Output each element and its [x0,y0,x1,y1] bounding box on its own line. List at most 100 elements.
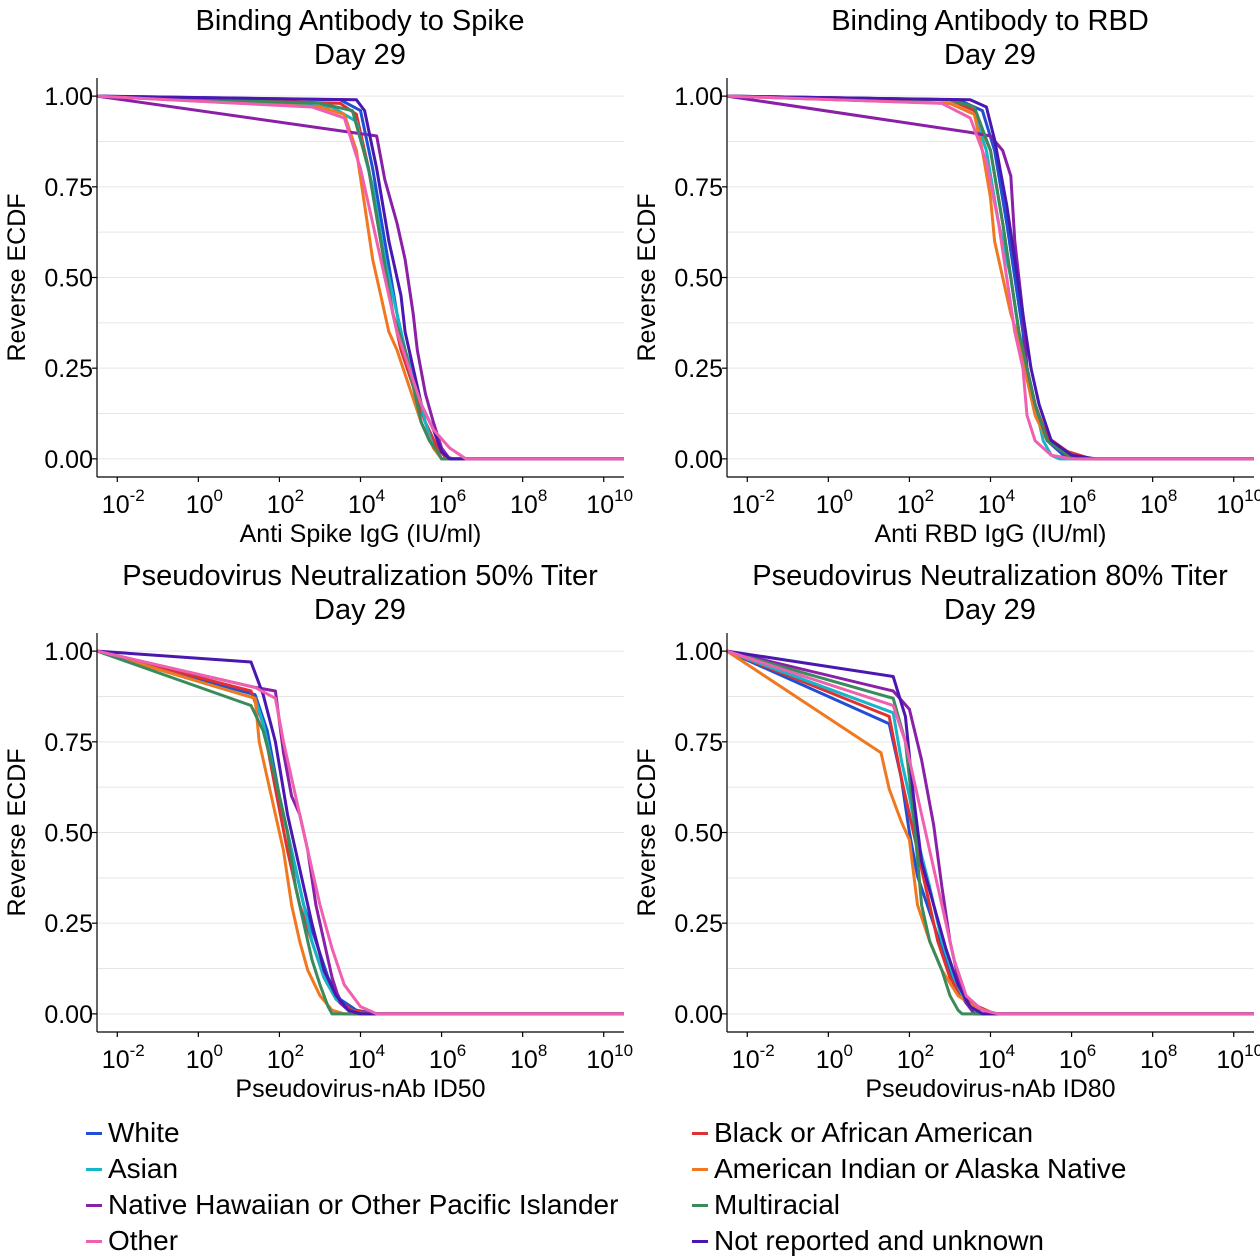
x-tick-label: 102 [897,1041,934,1074]
panel: Pseudovirus Neutralization 80% TiterDay … [633,560,1260,1103]
series-line [726,649,1254,1016]
x-tick-label: 108 [1140,1041,1177,1074]
x-tick-exponent: 10 [614,1041,633,1060]
y-axis-label: Reverse ECDF [633,193,661,361]
x-tick-base: 10 [586,491,614,519]
series-line [726,649,1254,1016]
x-tick-base: 10 [1059,491,1087,519]
x-tick-base: 10 [1216,1046,1244,1074]
legend-item: American Indian or Alaska Native [692,1151,1126,1187]
x-tick-base: 10 [732,1046,760,1074]
x-tick-label: 106 [429,486,466,519]
y-axis-label: Reverse ECDF [3,193,31,361]
x-tick-exponent: 4 [376,1041,385,1060]
legend-label: Other [108,1225,179,1256]
x-tick-exponent: 2 [295,1041,304,1060]
x-tick-label: 108 [1140,486,1177,519]
panel-subtitle: Day 29 [944,594,1036,626]
x-tick-exponent: 8 [1168,1041,1177,1060]
x-axis-label: Anti RBD IgG (IU/ml) [875,520,1107,548]
x-tick-exponent: 0 [844,1041,853,1060]
y-tick-label: 0.50 [674,820,723,848]
x-tick-label: 10-2 [102,1041,145,1074]
x-tick-base: 10 [897,491,925,519]
x-tick-base: 10 [978,491,1006,519]
series-line [96,649,624,1016]
y-axis-label: Reverse ECDF [3,748,31,916]
x-tick-base: 10 [1140,1046,1168,1074]
panel: Pseudovirus Neutralization 50% TiterDay … [3,560,633,1103]
x-tick-label: 108 [510,1041,547,1074]
y-tick-label: 0.00 [674,446,723,474]
legend: White Black or African American Asian Am… [0,1112,1260,1260]
x-tick-label: 104 [978,486,1015,519]
series-line [96,94,624,461]
x-tick-label: 102 [267,1041,304,1074]
legend-key-white [86,1131,102,1135]
x-tick-exponent: 0 [214,1041,223,1060]
legend-item: Multiracial [692,1187,840,1223]
legend-item: Native Hawaiian or Other Pacific Islande… [86,1187,618,1223]
x-tick-base: 10 [816,491,844,519]
y-tick-label: 0.25 [674,355,723,383]
x-tick-exponent: 6 [457,486,466,505]
x-tick-label: 102 [897,486,934,519]
y-tick-label: 1.00 [44,638,93,666]
y-tick-label: 0.25 [44,355,93,383]
legend-label: Black or African American [714,1117,1034,1148]
y-tick-label: 0.75 [44,174,93,202]
x-axis-label: Anti Spike IgG (IU/ml) [240,520,482,548]
x-tick-label: 106 [429,1041,466,1074]
panel-title: Binding Antibody to RBD [831,5,1149,37]
panel-subtitle: Day 29 [314,594,406,626]
legend-key-native-hawaiian [86,1203,102,1207]
legend-label: White [108,1117,180,1148]
y-tick-label: 0.25 [674,910,723,938]
x-tick-exponent: 8 [538,486,547,505]
x-tick-label: 10-2 [732,486,775,519]
x-tick-label: 100 [816,486,853,519]
series-line [96,94,624,461]
y-tick-label: 1.00 [674,638,723,666]
x-tick-base: 10 [186,491,214,519]
x-tick-exponent: 8 [1168,486,1177,505]
y-tick-label: 0.50 [44,265,93,293]
panel-title: Pseudovirus Neutralization 50% Titer [122,560,598,592]
legend-item: White [86,1115,180,1151]
series-line [726,94,1254,461]
legend-item: Black or African American [692,1115,1033,1151]
x-tick-label: 106 [1059,1041,1096,1074]
legend-label: Native Hawaiian or Other Pacific Islande… [108,1189,619,1220]
y-tick-label: 0.00 [44,1001,93,1029]
legend-key-other [86,1239,102,1243]
x-tick-base: 10 [1216,491,1244,519]
x-tick-exponent: 0 [214,486,223,505]
x-tick-exponent: 10 [1244,486,1260,505]
x-tick-exponent: 10 [1244,1041,1260,1060]
x-tick-base: 10 [186,1046,214,1074]
y-tick-label: 0.25 [44,910,93,938]
x-axis-label: Pseudovirus-nAb ID50 [235,1075,485,1103]
legend-label: Not reported and unknown [714,1225,1044,1256]
x-tick-base: 10 [732,491,760,519]
x-tick-label: 104 [348,486,385,519]
x-tick-label: 100 [186,486,223,519]
legend-item: Not reported and unknown [692,1223,1044,1259]
x-tick-base: 10 [429,491,457,519]
series-line [726,94,1254,461]
x-tick-exponent: 4 [1006,1041,1015,1060]
legend-label: Asian [108,1153,179,1184]
x-tick-label: 104 [978,1041,1015,1074]
panel-subtitle: Day 29 [944,39,1036,71]
legend-item: Other [86,1223,178,1259]
x-tick-exponent: 0 [844,486,853,505]
x-tick-label: 100 [186,1041,223,1074]
y-tick-label: 0.00 [674,1001,723,1029]
x-tick-base: 10 [586,1046,614,1074]
x-tick-exponent: -2 [760,486,775,505]
x-tick-exponent: 2 [925,486,934,505]
y-tick-label: 0.50 [674,265,723,293]
x-tick-base: 10 [102,1046,130,1074]
